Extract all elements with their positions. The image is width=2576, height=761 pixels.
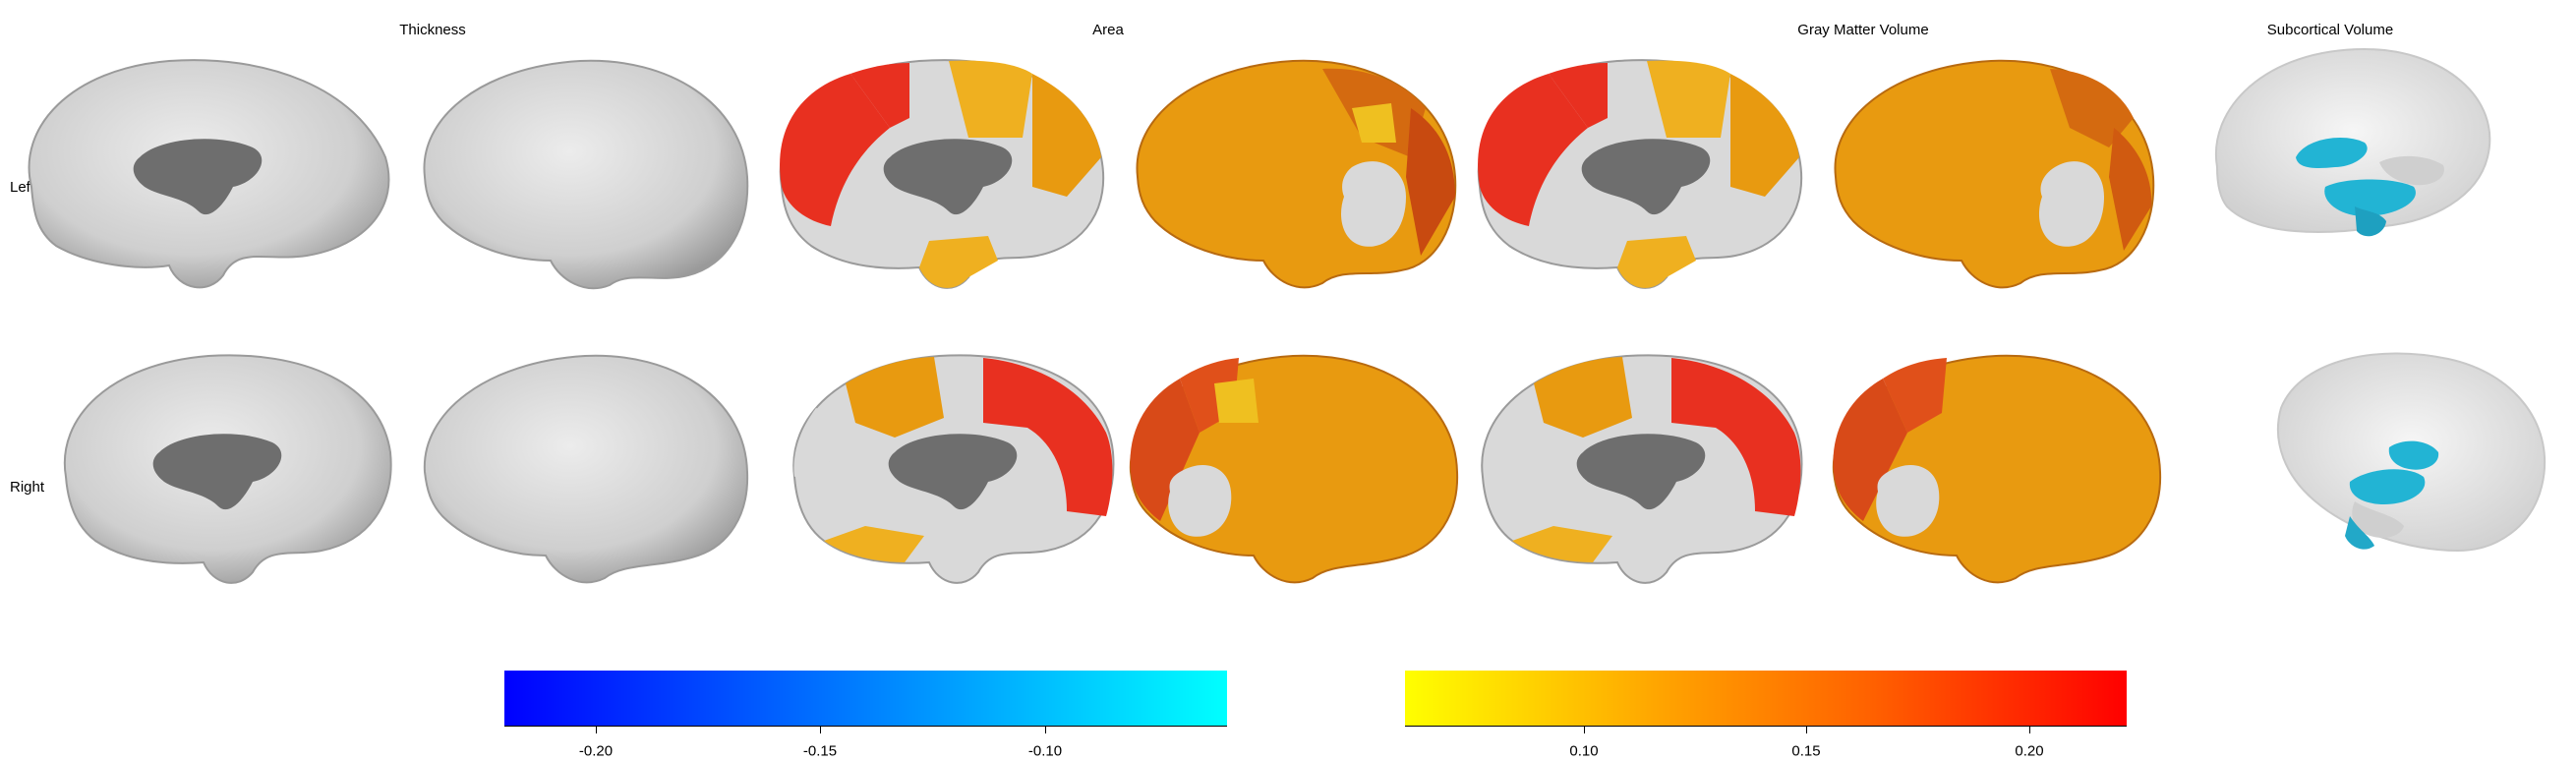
brain-thickness-left-medial — [28, 59, 390, 289]
colorbar-negative-tick — [820, 726, 821, 733]
brain-thickness-right-lateral — [423, 354, 749, 584]
brain-thickness-right-medial — [63, 354, 392, 584]
colorbar-negative-tick-label: -0.15 — [802, 742, 838, 760]
colorbar-positive-tick-label: 0.10 — [1569, 742, 1599, 760]
brain-thickness-left-lateral — [423, 59, 749, 290]
colorbar-positive-axis — [1405, 726, 2127, 727]
column-title-area: Area — [1092, 22, 1124, 38]
row-label-right: Right — [10, 479, 45, 496]
colorbar-positive-tick — [1584, 726, 1585, 733]
colorbar-negative-tick-label: -0.10 — [1027, 742, 1063, 760]
brain-area-right-lateral — [1129, 354, 1459, 584]
brain-subcortical-right — [2276, 352, 2547, 553]
brain-subcortical-left — [2214, 47, 2491, 237]
colorbar-positive-tick — [2029, 726, 2030, 733]
column-title-subcortical-volume: Subcortical Volume — [2266, 22, 2394, 38]
colorbar-negative-tick — [596, 726, 597, 733]
colorbar-negative-tick-label: -0.20 — [578, 742, 614, 760]
colorbar-positive-tick-label: 0.15 — [1791, 742, 1821, 760]
colorbar-negative-tick — [1045, 726, 1046, 733]
column-title-thickness: Thickness — [399, 22, 466, 38]
colorbar-positive-tick — [1806, 726, 1807, 733]
column-title-gray-matter-volume: Gray Matter Volume — [1797, 22, 1929, 38]
brain-area-left-lateral — [1136, 59, 1457, 289]
brain-area-left-medial — [779, 59, 1105, 289]
brain-area-right-medial — [792, 354, 1115, 584]
colorbar-negative — [504, 671, 1227, 726]
brain-gmv-right-lateral — [1832, 354, 2162, 584]
colorbar-positive — [1405, 671, 2127, 726]
colorbar-positive-tick-label: 0.20 — [2015, 742, 2044, 760]
brain-gmv-right-medial — [1481, 354, 1803, 584]
colorbar-negative-axis — [504, 726, 1227, 727]
brain-gmv-left-medial — [1477, 59, 1803, 289]
row-label-left: Left — [10, 179, 35, 196]
brain-gmv-left-lateral — [1834, 59, 2155, 289]
